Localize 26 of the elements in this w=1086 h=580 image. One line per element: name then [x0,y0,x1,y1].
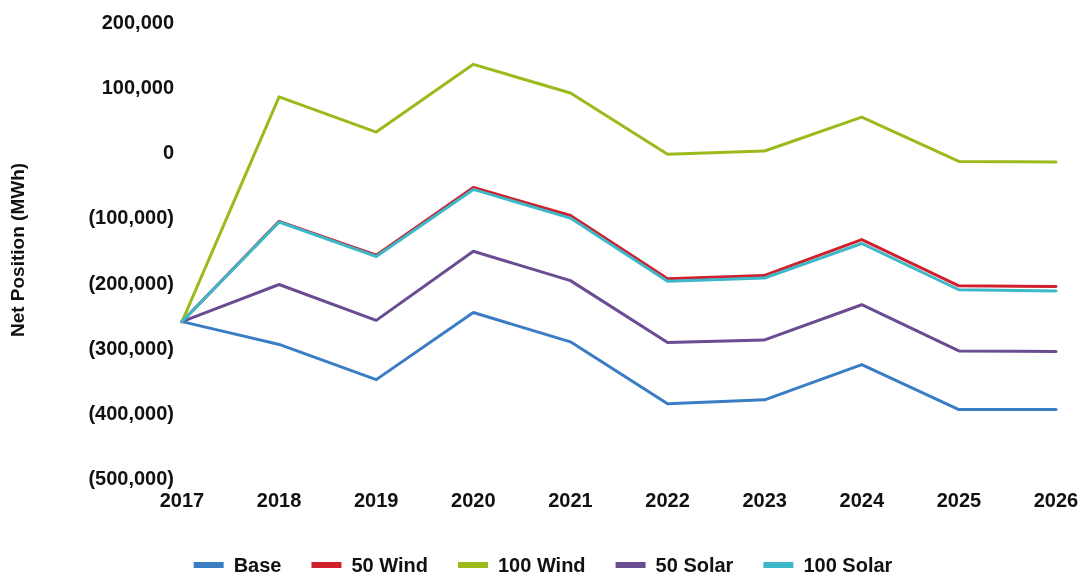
legend-label: 50 Solar [655,554,734,576]
legend-label: 100 Solar [803,554,893,576]
line-series [180,311,1058,412]
x-tick-label: 2025 [936,489,982,511]
y-tick-label: (400,000) [88,401,174,424]
y-tick-label: (200,000) [88,271,174,294]
y-tick-label: (300,000) [88,336,174,359]
x-tick-label: 2024 [839,489,885,511]
y-tick-label: 100,000 [101,76,174,99]
y-axis-title: Net Position (MWh) [7,162,28,338]
x-tick-label: 2023 [742,489,787,511]
y-tick-label: 0 [162,141,174,164]
line-series [180,249,1058,354]
x-tick-label: 2022 [645,489,690,511]
x-tick-label: 2026 [1033,489,1079,511]
x-tick-label: 2019 [353,489,399,511]
y-tick-label: 200,000 [101,11,174,33]
legend-label: Base [233,554,282,576]
x-tick-label: 2018 [256,489,302,511]
x-tick-label: 2017 [159,489,205,511]
legend-label: 50 Wind [351,554,428,576]
x-tick-label: 2020 [451,489,496,511]
y-tick-label: (500,000) [88,467,174,489]
y-tick-label: (100,000) [88,206,174,229]
legend-label: 100 Wind [497,554,586,576]
x-tick-label: 2021 [548,489,593,511]
